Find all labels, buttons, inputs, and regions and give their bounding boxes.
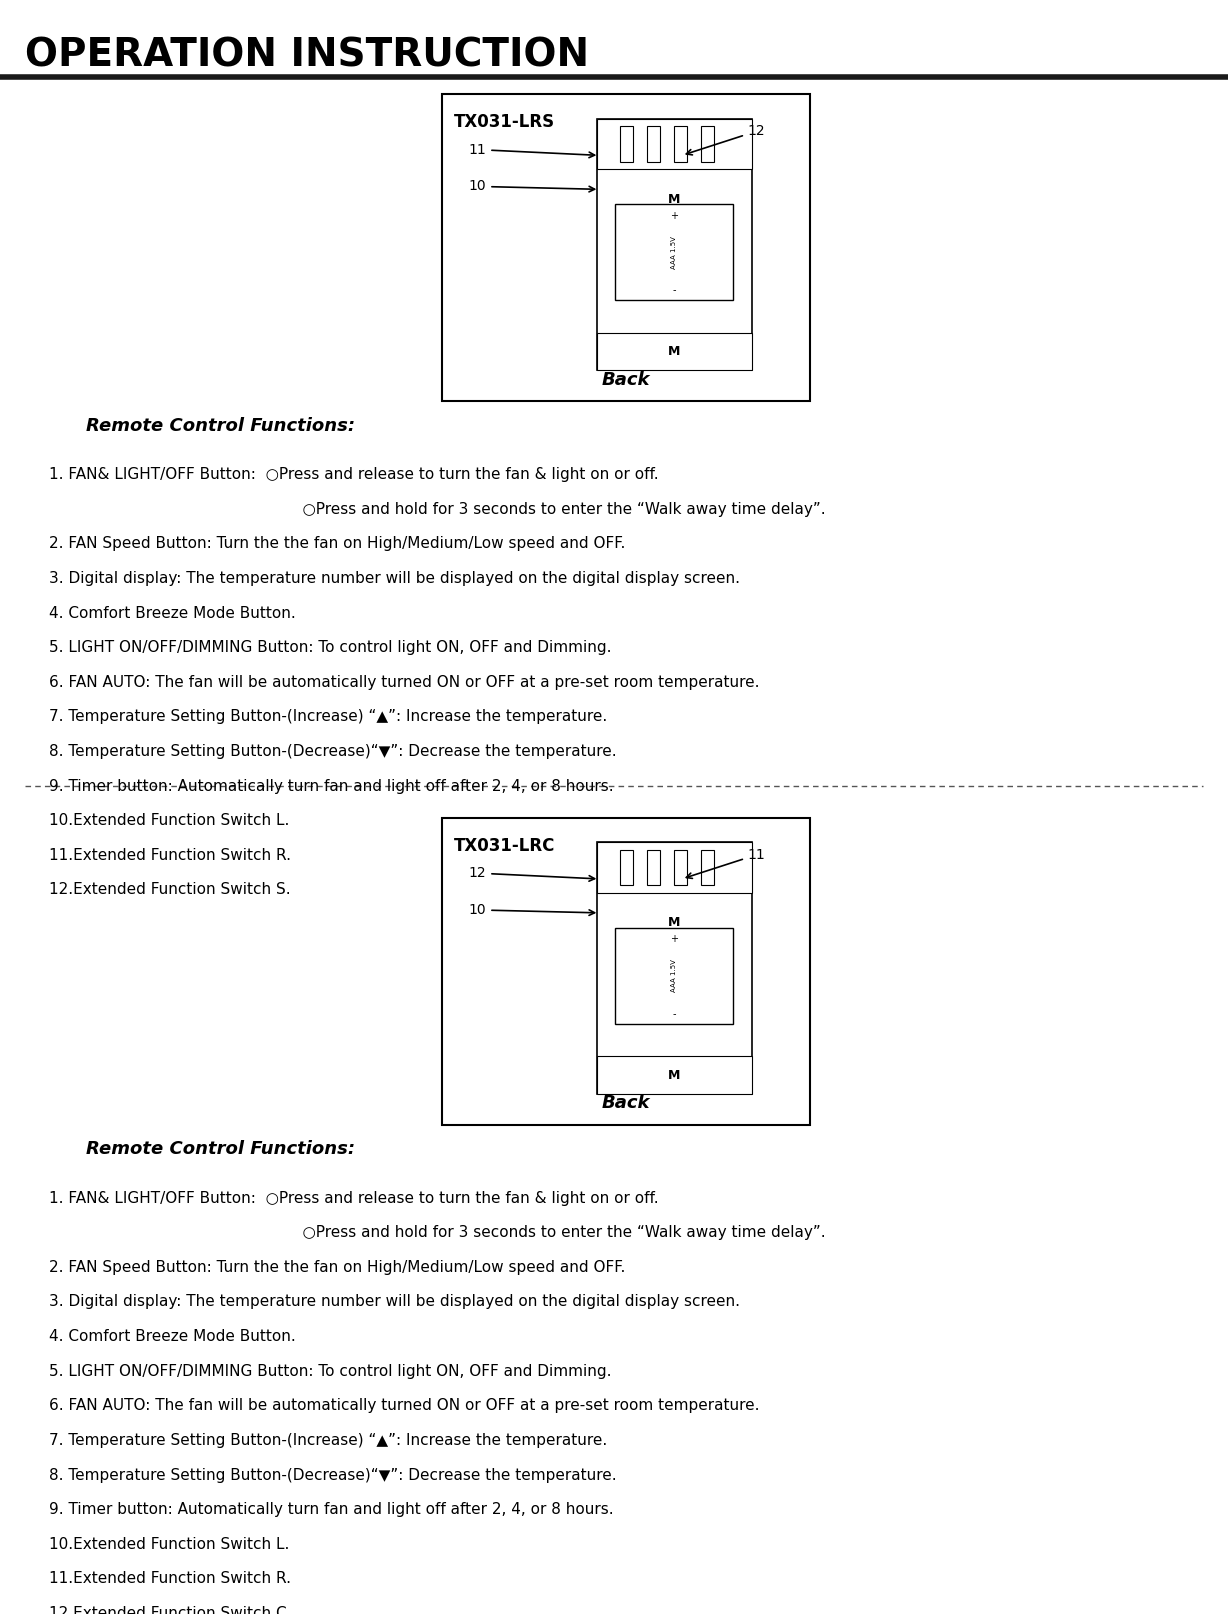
Text: 12: 12 xyxy=(686,124,765,155)
Bar xyxy=(442,818,810,1125)
Bar xyxy=(615,205,733,300)
Text: 4. Comfort Breeze Mode Button.: 4. Comfort Breeze Mode Button. xyxy=(49,605,296,620)
Text: 11: 11 xyxy=(469,142,594,158)
Text: 1. FAN& LIGHT/OFF Button:  ○Press and release to turn the fan & light on or off.: 1. FAN& LIGHT/OFF Button: ○Press and rel… xyxy=(49,466,658,483)
Text: 6. FAN AUTO: The fan will be automatically turned ON or OFF at a pre-set room te: 6. FAN AUTO: The fan will be automatical… xyxy=(49,1398,760,1414)
Text: 8. Temperature Setting Button-(Decrease)“▼”: Decrease the temperature.: 8. Temperature Setting Button-(Decrease)… xyxy=(49,744,616,759)
Text: M: M xyxy=(668,345,680,358)
Bar xyxy=(615,928,733,1023)
Bar xyxy=(701,851,715,884)
Text: 12: 12 xyxy=(469,867,594,881)
Bar xyxy=(620,851,632,884)
Text: 2. FAN Speed Button: Turn the the fan on High/Medium/Low speed and OFF.: 2. FAN Speed Button: Turn the the fan on… xyxy=(49,1261,625,1275)
Text: 10.Extended Function Switch L.: 10.Extended Function Switch L. xyxy=(49,813,290,828)
Text: -: - xyxy=(673,1009,675,1018)
Text: ○Press and hold for 3 seconds to enter the “Walk away time delay”.: ○Press and hold for 3 seconds to enter t… xyxy=(49,1225,825,1240)
Text: 3. Digital display: The temperature number will be displayed on the digital disp: 3. Digital display: The temperature numb… xyxy=(49,1294,740,1309)
Text: 11: 11 xyxy=(686,847,765,878)
Text: 3. Digital display: The temperature number will be displayed on the digital disp: 3. Digital display: The temperature numb… xyxy=(49,571,740,586)
Text: M: M xyxy=(668,917,680,930)
Text: 10: 10 xyxy=(469,179,594,194)
Bar xyxy=(597,119,752,371)
Bar xyxy=(442,94,810,402)
Text: 11.Extended Function Switch R.: 11.Extended Function Switch R. xyxy=(49,1572,291,1587)
Text: 9. Timer button: Automatically turn fan and light off after 2, 4, or 8 hours.: 9. Timer button: Automatically turn fan … xyxy=(49,778,614,794)
Bar xyxy=(597,332,752,371)
Bar xyxy=(620,126,632,161)
Text: 2. FAN Speed Button: Turn the the fan on High/Medium/Low speed and OFF.: 2. FAN Speed Button: Turn the the fan on… xyxy=(49,536,625,552)
Text: 4. Comfort Breeze Mode Button.: 4. Comfort Breeze Mode Button. xyxy=(49,1328,296,1344)
Text: 10: 10 xyxy=(469,902,594,917)
Text: ○Press and hold for 3 seconds to enter the “Walk away time delay”.: ○Press and hold for 3 seconds to enter t… xyxy=(49,502,825,516)
Bar xyxy=(674,851,688,884)
Text: 9. Timer button: Automatically turn fan and light off after 2, 4, or 8 hours.: 9. Timer button: Automatically turn fan … xyxy=(49,1503,614,1517)
Text: M: M xyxy=(668,194,680,207)
Text: 10.Extended Function Switch L.: 10.Extended Function Switch L. xyxy=(49,1537,290,1551)
Text: Remote Control Functions:: Remote Control Functions: xyxy=(86,1141,355,1159)
Text: 5. LIGHT ON/OFF/DIMMING Button: To control light ON, OFF and Dimming.: 5. LIGHT ON/OFF/DIMMING Button: To contr… xyxy=(49,1364,612,1378)
Text: -: - xyxy=(673,286,675,295)
Text: Remote Control Functions:: Remote Control Functions: xyxy=(86,416,355,434)
Bar xyxy=(647,126,661,161)
Text: 5. LIGHT ON/OFF/DIMMING Button: To control light ON, OFF and Dimming.: 5. LIGHT ON/OFF/DIMMING Button: To contr… xyxy=(49,641,612,655)
Text: 7. Temperature Setting Button-(Increase) “▲”: Increase the temperature.: 7. Temperature Setting Button-(Increase)… xyxy=(49,1433,608,1448)
Text: OPERATION INSTRUCTION: OPERATION INSTRUCTION xyxy=(25,36,588,74)
Text: Back: Back xyxy=(602,1094,651,1112)
Bar xyxy=(701,126,715,161)
Text: 8. Temperature Setting Button-(Decrease)“▼”: Decrease the temperature.: 8. Temperature Setting Button-(Decrease)… xyxy=(49,1467,616,1483)
Text: 1. FAN& LIGHT/OFF Button:  ○Press and release to turn the fan & light on or off.: 1. FAN& LIGHT/OFF Button: ○Press and rel… xyxy=(49,1191,658,1206)
Text: M: M xyxy=(668,1068,680,1081)
Text: +: + xyxy=(670,935,678,944)
Text: AAA 1.5V: AAA 1.5V xyxy=(672,236,677,268)
Bar xyxy=(597,843,752,1094)
Bar xyxy=(597,119,752,169)
Text: 11.Extended Function Switch R.: 11.Extended Function Switch R. xyxy=(49,847,291,863)
Text: +: + xyxy=(670,211,678,221)
Text: AAA 1.5V: AAA 1.5V xyxy=(672,959,677,993)
Bar xyxy=(647,851,661,884)
Text: 6. FAN AUTO: The fan will be automatically turned ON or OFF at a pre-set room te: 6. FAN AUTO: The fan will be automatical… xyxy=(49,675,760,689)
Text: 12.Extended Function Switch S.: 12.Extended Function Switch S. xyxy=(49,883,291,897)
Text: 12.Extended Function Switch C.: 12.Extended Function Switch C. xyxy=(49,1606,291,1614)
Text: Back: Back xyxy=(602,371,651,389)
Bar xyxy=(597,1056,752,1094)
Text: TX031-LRC: TX031-LRC xyxy=(454,836,556,855)
Text: 7. Temperature Setting Button-(Increase) “▲”: Increase the temperature.: 7. Temperature Setting Button-(Increase)… xyxy=(49,710,608,725)
Bar xyxy=(597,843,752,893)
Text: TX031-LRS: TX031-LRS xyxy=(454,113,555,131)
Bar xyxy=(674,126,688,161)
